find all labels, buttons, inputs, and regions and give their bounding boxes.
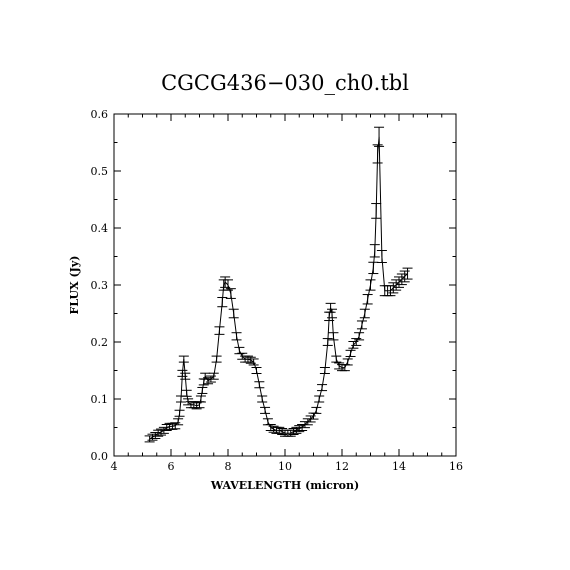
data-point xyxy=(319,367,330,374)
data-point xyxy=(362,294,373,305)
y-tick-label: 0.0 xyxy=(91,450,109,463)
data-point xyxy=(211,355,222,363)
data-point xyxy=(365,279,376,291)
data-point xyxy=(348,341,359,349)
data-point xyxy=(345,349,356,357)
data-point xyxy=(214,326,225,335)
x-axis-label: WAVELENGTH (micron) xyxy=(210,479,359,492)
data-point xyxy=(225,288,236,299)
x-tick-label: 4 xyxy=(111,460,118,473)
data-point xyxy=(369,244,380,258)
y-tick-label: 0.5 xyxy=(91,165,109,178)
data-point xyxy=(356,320,367,330)
data-point xyxy=(197,386,208,394)
data-point xyxy=(260,406,271,414)
data-point xyxy=(257,395,268,403)
series-line xyxy=(149,136,408,440)
data-point xyxy=(325,302,336,313)
data-point xyxy=(228,308,239,319)
data-point xyxy=(174,409,185,417)
y-axis-label: FLUX (Jy) xyxy=(68,256,81,315)
x-tick-label: 8 xyxy=(225,460,232,473)
data-point xyxy=(231,332,242,341)
data-point xyxy=(342,358,353,366)
axis-ticks xyxy=(113,113,457,457)
y-tick-label: 0.3 xyxy=(91,279,109,292)
data-point xyxy=(248,358,259,366)
data-point xyxy=(317,384,328,392)
data-point xyxy=(195,395,206,403)
data-point xyxy=(359,308,370,319)
data-point xyxy=(372,144,383,164)
data-point xyxy=(173,418,184,426)
data-point xyxy=(368,261,379,275)
data-point xyxy=(374,126,385,147)
data-point xyxy=(181,389,192,397)
chart-title: CGCG436−030_ch0.tbl xyxy=(161,71,409,95)
y-tick-label: 0.4 xyxy=(91,222,109,235)
data-point xyxy=(327,308,338,319)
data-point xyxy=(254,381,265,389)
data-point xyxy=(328,332,339,341)
data-point xyxy=(322,338,333,346)
x-tick-label: 14 xyxy=(392,460,406,473)
data-point xyxy=(178,355,189,363)
data-point xyxy=(311,406,322,414)
data-point xyxy=(208,372,219,380)
y-tick-label: 0.1 xyxy=(91,393,109,406)
x-tick-label: 12 xyxy=(335,460,349,473)
x-tick-label: 10 xyxy=(278,460,292,473)
data-point xyxy=(331,355,342,363)
y-tick-label: 0.2 xyxy=(91,336,109,349)
data-point xyxy=(402,267,413,280)
y-tick-label: 0.6 xyxy=(91,108,109,121)
data-point xyxy=(354,332,365,341)
data-point xyxy=(314,395,325,403)
axis-tick-labels: 4 6 8 10 12 14 16 0.0 0.1 0.2 0.3 0.4 0.5 0.6 xyxy=(91,108,464,473)
data-point xyxy=(371,203,382,219)
series-layer xyxy=(144,126,413,443)
x-tick-label: 6 xyxy=(168,460,175,473)
x-tick-label: 16 xyxy=(449,460,463,473)
data-point xyxy=(376,250,387,263)
data-point xyxy=(217,296,228,308)
data-point xyxy=(180,372,191,380)
data-point xyxy=(262,418,273,426)
data-point xyxy=(251,367,262,374)
